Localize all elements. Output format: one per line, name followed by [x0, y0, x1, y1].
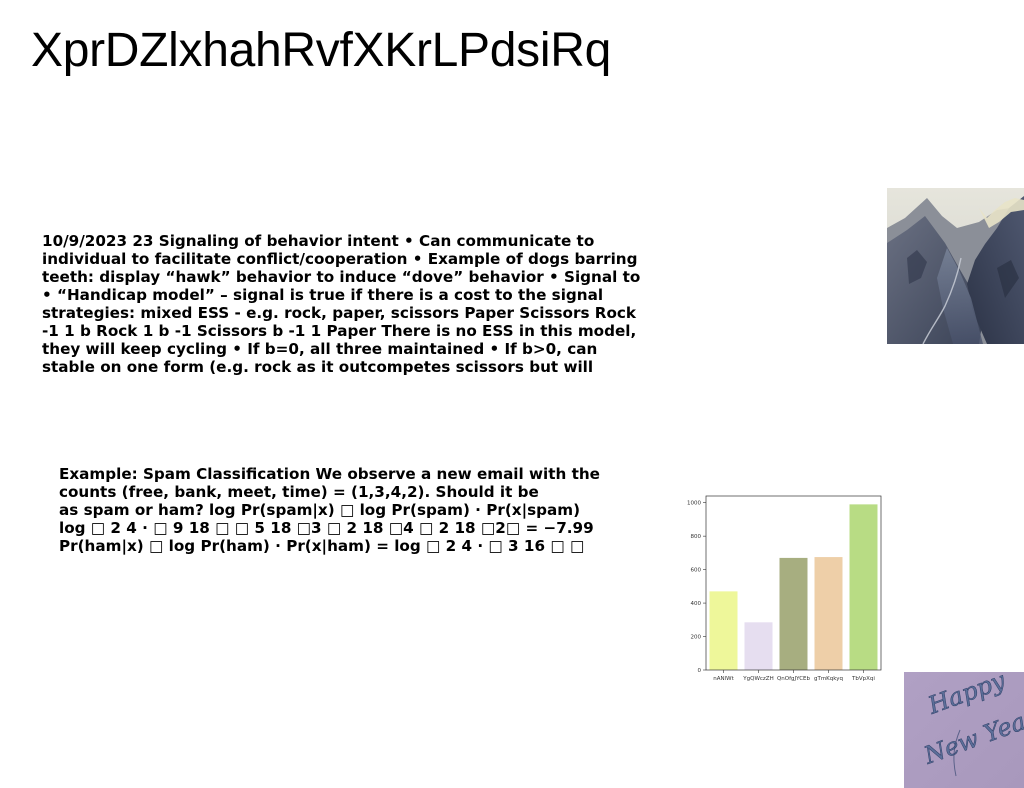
- text-line: log □ 2 4 · □ 9 18 □ □ 5 18 □3 □ 2 18 □4…: [59, 519, 594, 537]
- y-tick-label: 400: [691, 601, 702, 607]
- bar-chart-svg: 0 200 400 600 800 1000 nANlWt YgQWczZH QnOfgJYCE…: [687, 495, 882, 682]
- bar: [814, 557, 843, 670]
- x-tick-label: nANlWt: [713, 676, 734, 682]
- text-block-signaling: 10/9/2023 23 Signaling of behavior inten…: [42, 232, 640, 376]
- text-line: Pr(ham|x) □ log Pr(ham) · Pr(x|ham) = lo…: [59, 537, 585, 555]
- y-tick-label: 200: [691, 635, 702, 641]
- text-line: as spam or ham? log Pr(spam|x) □ log Pr(…: [59, 501, 581, 519]
- mountain-photo: [887, 188, 1024, 344]
- text-line: strategies: mixed ESS - e.g. rock, paper…: [42, 304, 637, 322]
- plot-frame: [705, 495, 882, 671]
- bar: [709, 591, 738, 670]
- text-line: Example: Spam Classification We observe …: [59, 465, 600, 483]
- text-line: individual to facilitate conflict/cooper…: [42, 250, 638, 268]
- y-tick-label: 1000: [687, 501, 701, 507]
- new-year-card-image: Happy New Year: [904, 672, 1024, 788]
- text-block-spam-classification: Example: Spam Classification We observe …: [59, 465, 600, 555]
- y-tick-label: 800: [691, 534, 702, 540]
- y-tick-label: 0: [698, 668, 702, 674]
- bar-chart: 0 200 400 600 800 1000 nANlWt YgQWczZH QnOfgJYCE…: [682, 490, 888, 686]
- text-line: teeth: display “hawk” behavior to induce…: [42, 268, 641, 286]
- text-line: • “Handicap model” – signal is true if t…: [42, 286, 604, 304]
- x-tick-label: TbVpXqi: [851, 676, 875, 682]
- text-line: stable on one form (e.g. rock as it outc…: [42, 358, 594, 376]
- page-title: XprDZlxhahRvfXKrLPdsiRq: [31, 24, 611, 77]
- bar: [744, 622, 773, 670]
- x-tick-label: gTmKqkyq: [814, 676, 843, 682]
- y-tick-label: 600: [691, 568, 702, 574]
- x-tick-label: QnOfgJYCEb: [777, 676, 811, 682]
- text-line: -1 1 b Rock 1 b -1 Scissors b -1 1 Paper…: [42, 322, 637, 340]
- text-line: counts (free, bank, meet, time) = (1,3,4…: [59, 483, 539, 501]
- text-line: 10/9/2023 23 Signaling of behavior inten…: [42, 232, 595, 250]
- x-tick-label: YgQWczZH: [742, 676, 773, 682]
- bar: [849, 504, 878, 670]
- text-line: they will keep cycling • If b=0, all thr…: [42, 340, 598, 358]
- bar: [779, 557, 808, 670]
